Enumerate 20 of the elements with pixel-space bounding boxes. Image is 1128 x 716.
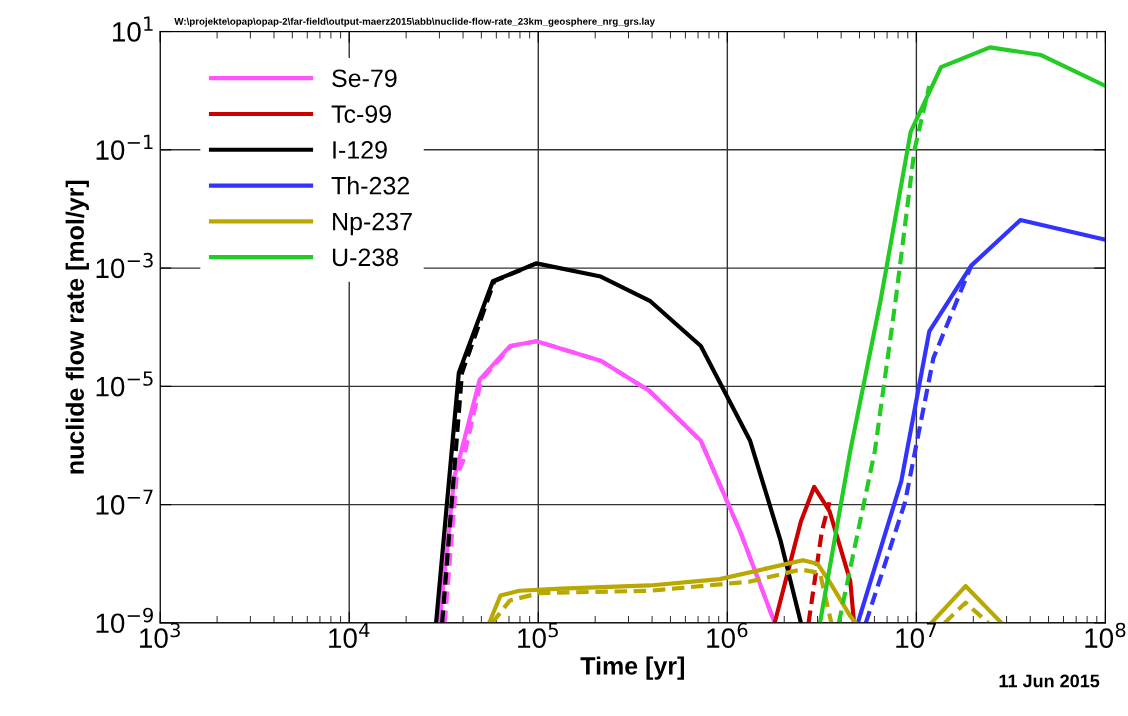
x-axis-title: Time [yr] — [580, 656, 684, 680]
legend-label: Th-232 — [331, 176, 409, 195]
legend-label: I-129 — [333, 141, 387, 159]
x-tick-label: 10$^{5}$ — [518, 622, 558, 648]
x-tick-label: 10$^{4}$ — [329, 622, 370, 648]
y-tick-label: 10$^{−3}$ — [96, 252, 153, 279]
x-tick-label: 10$^{8}$ — [1085, 622, 1126, 648]
y-tick-label: 10$^{−5}$ — [96, 371, 153, 397]
x-tick-label: 10$^{7}$ — [896, 622, 937, 648]
y-tick-label: 10$^{1}$ — [112, 16, 153, 42]
y-axis-title: nuclide flow rate [mol/yr] — [65, 180, 89, 474]
x-tick-label: 10$^{6}$ — [707, 622, 748, 648]
y-tick-label: 10$^{−1}$ — [96, 134, 153, 160]
legend-label: Se-79 — [332, 69, 397, 88]
legend-label: Tc-99 — [331, 105, 391, 123]
text: 11 Jun 2015 — [999, 674, 1100, 688]
legend-label: U-238 — [332, 248, 399, 267]
y-tick-label: 10$^{−7}$ — [96, 489, 153, 515]
text: W:\projekte\opap\opap-2\far-field\output-maerz2015\abb\nuclide-flow-rate_23km_geosphere_nrg_grs.lay — [174, 17, 655, 27]
legend-label: Np-237 — [333, 212, 412, 236]
